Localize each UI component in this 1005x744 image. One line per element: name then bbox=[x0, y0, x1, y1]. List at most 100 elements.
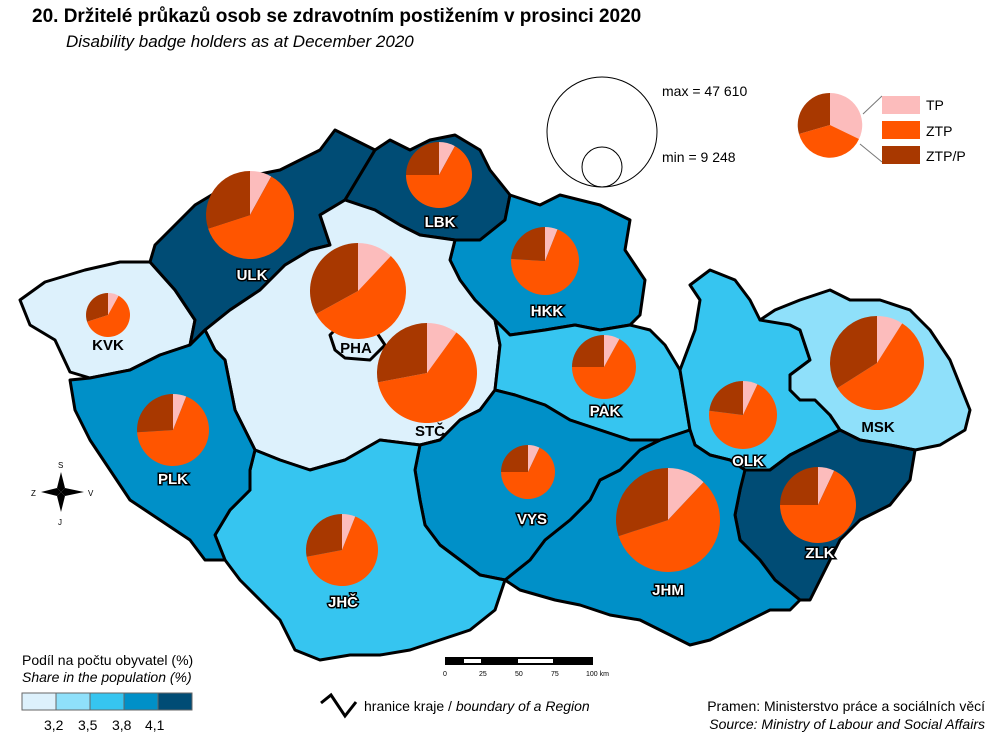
region-label: JHČ bbox=[328, 593, 358, 611]
pie-slice-ztp bbox=[618, 482, 720, 572]
pie-slice-ztpp bbox=[306, 514, 342, 557]
pie-slice-tp bbox=[818, 467, 835, 505]
pie-slice-ztp bbox=[501, 447, 555, 500]
size-legend-min-circle bbox=[581, 146, 623, 188]
choropleth-legend bbox=[21, 692, 193, 711]
region-label: JHM bbox=[652, 582, 684, 599]
legend-break: 3,2 bbox=[44, 717, 64, 733]
pie-slice-ztp bbox=[315, 256, 406, 339]
scale-tick: 75 bbox=[551, 671, 559, 678]
pie-slice-ztp bbox=[837, 323, 925, 411]
pie-slice-tp bbox=[173, 394, 187, 430]
pie-legend-swatch-ztp bbox=[882, 121, 920, 139]
compass-e: V bbox=[88, 489, 94, 498]
compass-w: Z bbox=[31, 489, 36, 498]
region-label: HKK bbox=[531, 303, 564, 320]
region-label: ZLK bbox=[805, 545, 834, 562]
pie-legend-label-ztp: ZTP bbox=[926, 123, 952, 139]
region-label: PHA bbox=[340, 340, 372, 357]
size-legend-max-circle bbox=[546, 76, 658, 188]
pie-slice-ztpp bbox=[615, 468, 668, 537]
region-labels: KVK ULK LBK HKK PHA STČ PAK OLK MSK ZLK JHM VYS JHČ P… bbox=[92, 213, 895, 613]
pie-slice-ztpp bbox=[377, 323, 427, 383]
legend-swatch bbox=[55, 692, 91, 711]
pie-slice-ztp bbox=[87, 295, 130, 337]
pie-slice-ztp bbox=[709, 384, 777, 449]
pie-legend-ztpp bbox=[797, 92, 830, 134]
pie-slice-ztpp bbox=[572, 335, 604, 367]
pie-slice-tp bbox=[877, 316, 903, 363]
legend-swatch bbox=[89, 692, 125, 711]
legend-break: 4,1 bbox=[145, 717, 165, 733]
pie-slice-ztp bbox=[306, 516, 379, 587]
pie-slice-tp bbox=[427, 323, 457, 373]
region-label: OLK bbox=[732, 453, 764, 470]
pie-slice-ztpp bbox=[310, 243, 358, 315]
scale-tick: 100 km bbox=[586, 671, 609, 678]
region-label: ULK bbox=[237, 267, 268, 284]
pie-legend-swatch-ztpp bbox=[882, 146, 920, 164]
legend-break: 3,8 bbox=[112, 717, 132, 733]
choropleth-legend-title: Podíl na počtu obyvatel (%) bbox=[22, 652, 193, 668]
choropleth-legend-title-en: Share in the population (%) bbox=[22, 669, 192, 685]
legend-swatch bbox=[123, 692, 159, 711]
pie-slice-tp bbox=[108, 293, 119, 315]
pie-legend-label-tp: TP bbox=[926, 97, 944, 113]
pie-slice-ztp bbox=[137, 396, 209, 466]
pie-slice-ztp bbox=[406, 146, 472, 209]
pie-slice-tp bbox=[743, 381, 758, 415]
scale-bar: 0 25 50 75 100 km bbox=[443, 657, 609, 678]
region-label: PLK bbox=[158, 471, 188, 488]
pie-slice-ztpp bbox=[137, 394, 173, 433]
pie-slice-tp bbox=[439, 142, 455, 175]
pie-slice-tp bbox=[545, 227, 558, 261]
pie-slice-ztp bbox=[208, 176, 295, 259]
pie-legend-label-ztpp: ZTP/P bbox=[926, 148, 966, 164]
legend-break: 3,5 bbox=[78, 717, 98, 733]
pie-legend-ztp bbox=[799, 125, 859, 158]
pie-slice-ztpp bbox=[86, 293, 108, 322]
region-label: VYS bbox=[517, 511, 547, 528]
source-en: Source: Ministry of Labour and Social Af… bbox=[709, 716, 985, 732]
pie-slice-ztpp bbox=[830, 316, 877, 389]
map-subtitle: Disability badge holders as at December … bbox=[66, 32, 414, 51]
legend-swatch bbox=[21, 692, 57, 711]
pie-legend-swatch-tp bbox=[882, 96, 920, 114]
boundary-legend-label: hranice kraje / boundary of a Region bbox=[364, 698, 590, 714]
pie-slice-tp bbox=[604, 335, 620, 367]
regions bbox=[18, 128, 972, 662]
pie-charts bbox=[86, 142, 925, 587]
pie-slice-ztpp bbox=[501, 445, 528, 472]
scale-tick: 0 bbox=[443, 671, 447, 678]
pie-legend: TP ZTP ZTP/P bbox=[797, 92, 966, 164]
pie-slice-tp bbox=[528, 445, 540, 472]
region-label: STČ bbox=[415, 422, 445, 440]
pie-slice-ztpp bbox=[780, 467, 818, 505]
pie-slice-tp bbox=[250, 171, 272, 215]
pie-slice-ztpp bbox=[511, 227, 545, 261]
compass-s: J bbox=[58, 518, 62, 527]
pie-slice-ztpp bbox=[406, 142, 439, 175]
region-label: LBK bbox=[425, 214, 456, 231]
pie-slice-ztpp bbox=[206, 171, 250, 229]
map-title: 20. Držitelé průkazů osob se zdravotním … bbox=[32, 6, 642, 27]
size-legend-max: max = 47 610 bbox=[662, 83, 747, 99]
pie-slice-tp bbox=[342, 514, 356, 550]
legend-swatch bbox=[157, 692, 193, 711]
region-label: MSK bbox=[861, 419, 895, 436]
scale-tick: 25 bbox=[479, 671, 487, 678]
pie-slice-tp bbox=[668, 468, 704, 520]
pie-slice-tp bbox=[358, 243, 391, 291]
pie-slice-ztp bbox=[377, 332, 477, 424]
pie-legend-tp bbox=[830, 92, 863, 139]
region-label: KVK bbox=[92, 337, 124, 354]
size-legend-min: min = 9 248 bbox=[662, 149, 736, 165]
source-cz: Pramen: Ministerstvo práce a sociálních … bbox=[707, 698, 985, 714]
boundary-legend-icon bbox=[320, 692, 358, 719]
region-label: PAK bbox=[590, 403, 621, 420]
pie-slice-ztpp bbox=[709, 380, 743, 415]
pie-slice-ztp bbox=[510, 229, 579, 295]
pie-slice-ztp bbox=[780, 470, 856, 543]
